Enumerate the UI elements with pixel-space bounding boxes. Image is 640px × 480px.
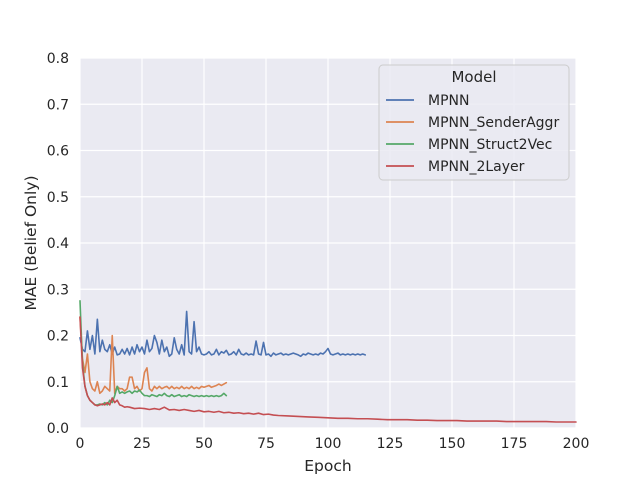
x-tick-label: 50 bbox=[195, 436, 213, 452]
tick-labels: 0 25 50 75 100 125 150 175 200 0.0 0.1 0.2 0.3 0.4 0.5… bbox=[47, 51, 590, 452]
y-tick-label: 0.5 bbox=[47, 190, 69, 206]
series-line-mpnn bbox=[79, 310, 367, 358]
y-tick-label: 0.7 bbox=[47, 97, 69, 113]
series-line-mpnn-senderaggr bbox=[79, 316, 228, 395]
legend-label: MPNN_SenderAggr bbox=[428, 115, 559, 131]
x-tick-label: 125 bbox=[377, 436, 404, 452]
legend-label: MPNN bbox=[428, 93, 469, 109]
y-tick-label: 0.0 bbox=[47, 421, 69, 437]
x-tick-label: 25 bbox=[133, 436, 151, 452]
x-tick-label: 200 bbox=[563, 436, 590, 452]
x-tick-label: 150 bbox=[439, 436, 466, 452]
x-tick-label: 175 bbox=[501, 436, 528, 452]
y-tick-label: 0.6 bbox=[47, 144, 69, 160]
x-tick-label: 100 bbox=[315, 436, 342, 452]
legend: Model MPNN MPNN_SenderAggr MPNN_Struct2Vec… bbox=[378, 64, 570, 181]
legend-box bbox=[378, 64, 570, 181]
y-tick-label: 0.2 bbox=[47, 329, 69, 345]
y-tick-label: 0.3 bbox=[47, 282, 69, 298]
series-lines bbox=[79, 300, 577, 423]
y-tick-label: 0.4 bbox=[47, 236, 69, 252]
x-tick-label: 0 bbox=[76, 436, 85, 452]
y-tick-label: 0.1 bbox=[47, 375, 69, 391]
legend-label: MPNN_2Layer bbox=[428, 159, 525, 175]
x-tick-label: 75 bbox=[257, 436, 275, 452]
legend-items: MPNN MPNN_SenderAggr MPNN_Struct2Vec MPNN_2… bbox=[386, 93, 559, 175]
x-axis-label: Epoch bbox=[304, 457, 351, 475]
series-line-mpnn-2layer bbox=[79, 316, 577, 423]
y-axis-label: MAE (Belief Only) bbox=[22, 176, 40, 311]
legend-title: Model bbox=[451, 68, 496, 86]
series-line-mpnn-struct2vec bbox=[79, 300, 228, 406]
y-tick-label: 0.8 bbox=[47, 51, 69, 67]
legend-label: MPNN_Struct2Vec bbox=[428, 137, 552, 153]
